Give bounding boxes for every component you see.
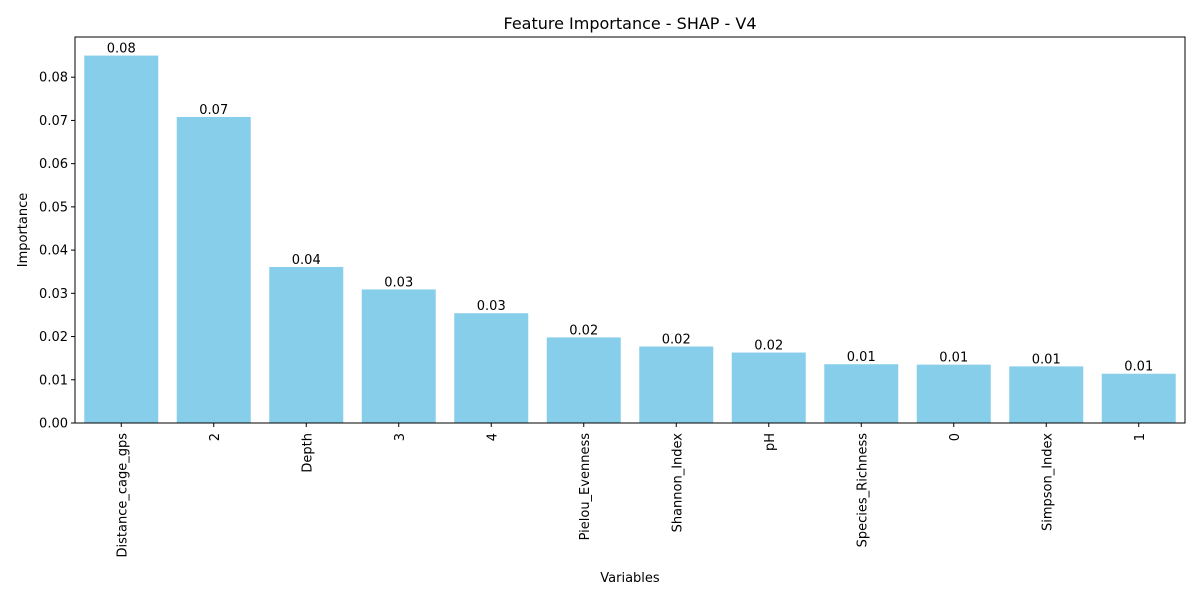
bar-value-label: 0.01 [1032,352,1061,367]
chart-title: Feature Importance - SHAP - V4 [503,14,756,33]
y-tick-label: 0.04 [39,244,68,259]
y-tick-label: 0.01 [39,373,68,388]
bar-value-label: 0.02 [754,339,783,354]
bar-value-label: 0.08 [107,42,136,57]
plot-frame [74,36,1186,424]
bar-11 [1101,373,1176,423]
bar-value-label: 0.07 [199,103,228,118]
y-axis-label: Importance [16,193,31,268]
x-tick-label: Depth [300,433,315,473]
bar-value-label: 0.02 [662,332,691,347]
bar-8 [824,364,899,423]
bar-10 [1009,366,1084,423]
x-tick-label: 3 [393,433,408,441]
bar-value-label: 0.03 [477,299,506,314]
bar-value-label: 0.02 [569,323,598,338]
bar-6 [639,346,714,423]
y-tick-label: 0.02 [39,330,68,345]
bar-value-label: 0.01 [1124,360,1153,375]
bars-group [84,55,1176,424]
bar-1 [176,116,251,424]
y-tick-label: 0.03 [39,287,68,302]
x-tick-label: Species_Richness [855,433,870,548]
bar-2 [269,266,344,423]
bar-7 [731,352,806,423]
x-tick-label: Simpson_Index [1040,433,1055,531]
bar-4 [454,313,529,423]
bar-5 [546,337,621,423]
y-tick-label: 0.06 [39,157,68,172]
y-tick-label: 0.08 [39,71,68,86]
y-tick-label: 0.07 [39,114,68,129]
x-axis: Distance_cage_gps 2 Depth 3 4 Pielou_Evenness… [115,423,1148,557]
bar-value-label: 0.03 [384,275,413,290]
x-tick-label: Distance_cage_gps [115,433,130,558]
bar-value-label: 0.01 [939,351,968,366]
x-tick-label: pH [763,433,778,451]
bar-3 [361,289,436,423]
bar-0 [84,55,159,423]
x-tick-label: Pielou_Evenness [578,433,593,541]
x-tick-label: 4 [485,433,500,441]
y-tick-label: 0.00 [39,417,68,432]
y-axis: 0.00 0.01 0.02 0.03 0.04 0.05 0.06 0.07 0.08 [39,71,75,432]
x-tick-label: 1 [1133,433,1148,441]
bar-value-label: 0.04 [292,253,321,268]
x-tick-label: 0 [948,433,963,441]
x-axis-label: Variables [600,571,660,586]
y-tick-label: 0.05 [39,200,68,215]
bar-value-label: 0.01 [847,350,876,365]
x-tick-label: Shannon_Index [670,433,685,533]
data-labels-group: 0.08 0.07 0.04 0.03 0.03 0.02 0.02 0.02 0.01 0.01… [107,42,1153,375]
bar-9 [916,364,991,423]
x-tick-label: 2 [208,433,223,441]
